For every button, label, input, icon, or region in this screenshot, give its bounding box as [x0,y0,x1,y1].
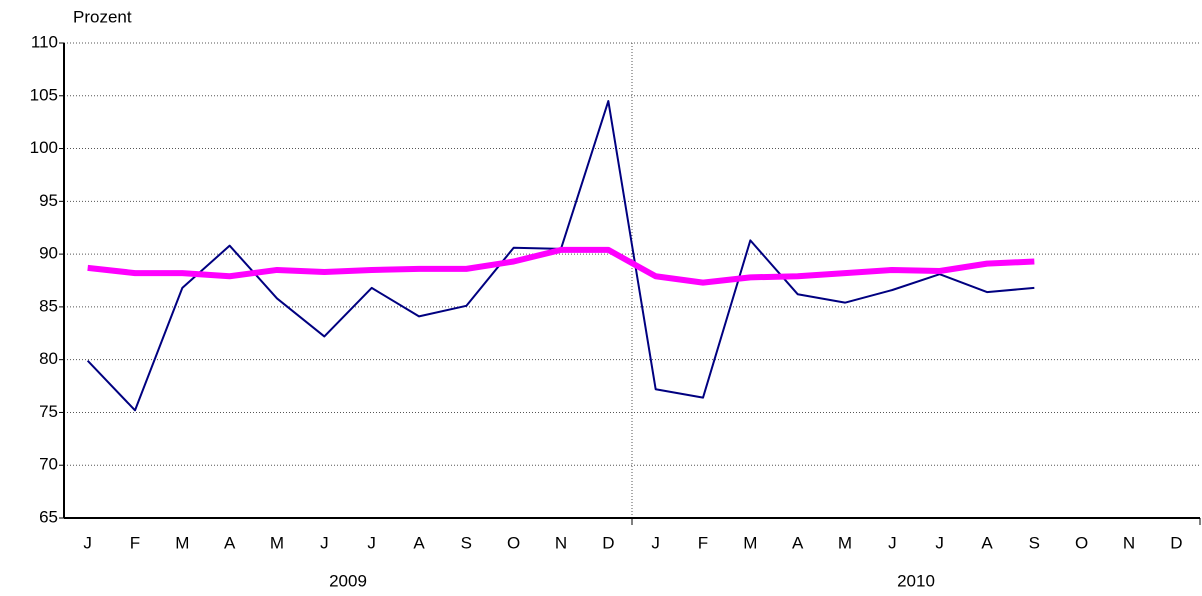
y-tick-label: 85 [39,296,58,315]
x-tick-label: A [224,533,236,552]
x-tick-label: S [461,533,472,552]
x-tick-label: J [651,533,660,552]
x-tick-label: A [792,533,804,552]
x-tick-label: M [270,533,284,552]
x-tick-label: F [130,533,140,552]
x-group-label: 2009 [329,571,367,590]
x-tick-label: N [1123,533,1135,552]
x-tick-label: M [175,533,189,552]
y-tick-label: 75 [39,402,58,421]
x-tick-label: D [602,533,614,552]
y-tick-label: 105 [30,85,58,104]
x-tick-label: O [1075,533,1088,552]
x-tick-label: J [367,533,376,552]
x-tick-label: O [507,533,520,552]
x-group-label: 2010 [897,571,935,590]
x-tick-label: J [83,533,92,552]
y-tick-label: 90 [39,244,58,263]
x-tick-label: S [1029,533,1040,552]
x-tick-label: F [698,533,708,552]
x-tick-label: A [981,533,993,552]
data-line [87,246,1035,286]
y-tick-label: 100 [30,138,58,157]
x-tick-label: J [935,533,944,552]
y-tick-label: 65 [39,507,58,526]
y-axis-label: Prozent [73,7,132,26]
x-tick-label: N [555,533,567,552]
x-tick-label: A [413,533,425,552]
x-tick-label: M [743,533,757,552]
y-tick-label: 80 [39,349,58,368]
data-line [86,100,1035,412]
y-tick-label: 110 [31,32,58,51]
x-tick-label: J [320,533,329,552]
y-tick-label: 70 [39,455,58,474]
x-tick-label: M [838,533,852,552]
x-tick-label: D [1170,533,1182,552]
y-tick-label: 95 [39,191,58,210]
x-tick-label: J [888,533,897,552]
